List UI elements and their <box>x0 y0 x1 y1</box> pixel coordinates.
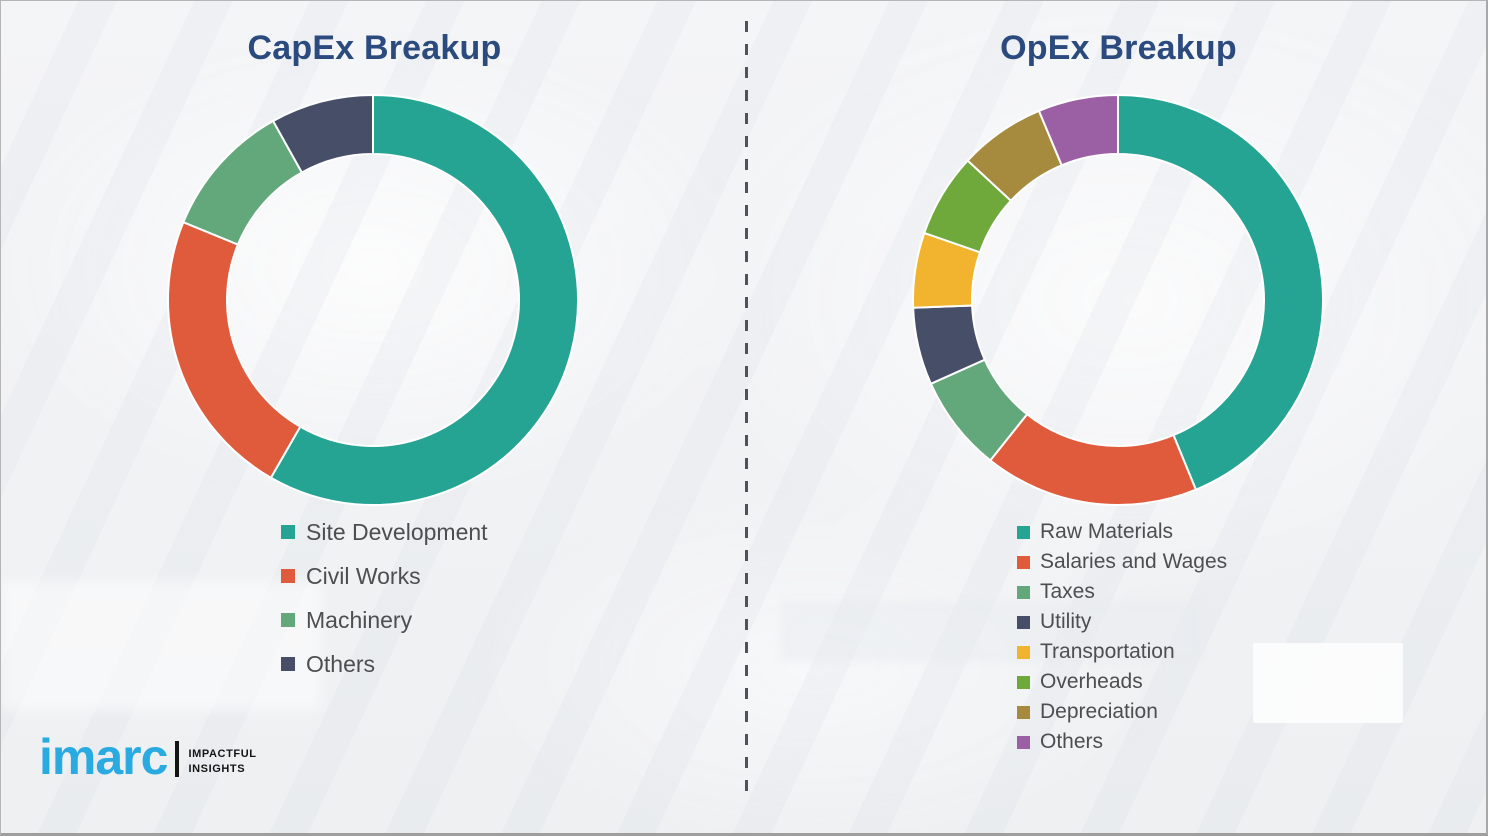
legend-marker <box>281 657 295 671</box>
legend-label: Others <box>306 650 376 677</box>
legend-marker <box>1017 675 1030 689</box>
logo-tagline-line1: IMPACTFUL <box>188 748 257 761</box>
legend-label: Salaries and Wages <box>1040 550 1228 573</box>
legend-marker <box>1017 585 1030 599</box>
donut-segment-others <box>271 93 374 174</box>
opex-title: OpEx Breakup <box>1000 29 1237 67</box>
legend-label: Site Development <box>306 518 488 545</box>
donut-segment-others <box>1037 93 1119 167</box>
capex-donut-chart <box>167 93 579 506</box>
legend-item-raw-materials: Raw Materials <box>1017 517 1227 547</box>
opex-legend: Raw Materials Salaries and Wages Taxes Util… <box>1017 517 1227 757</box>
dashed-divider-line <box>745 21 748 793</box>
legend-item-others: Others <box>1017 727 1227 757</box>
capex-legend: Site Development Civil Works Machinery Othe… <box>281 510 488 686</box>
logo-separator-bar <box>175 741 180 777</box>
legend-label: Transportation <box>1040 640 1175 663</box>
legend-marker <box>281 569 295 583</box>
opex-panel: OpEx Breakup Raw Materials Salaries and W… <box>748 1 1486 833</box>
imarc-logo: imarc IMPACTFUL INSIGHTS <box>39 729 257 785</box>
legend-label: Civil Works <box>306 562 421 589</box>
legend-item-utility: Utility <box>1017 607 1227 637</box>
donut-segment-civil-works <box>167 220 302 480</box>
legend-item-overheads: Overheads <box>1017 667 1227 697</box>
background-patch <box>1 581 321 711</box>
legend-marker <box>1017 735 1030 749</box>
capex-panel: CapEx Breakup Site Development Civil Work… <box>1 1 748 833</box>
logo-tagline-line2: INSIGHTS <box>188 762 246 775</box>
legend-marker <box>1017 525 1030 539</box>
background-patch <box>781 601 1201 661</box>
legend-marker <box>1017 645 1030 659</box>
legend-marker <box>1017 555 1030 569</box>
opex-donut-chart <box>912 93 1324 506</box>
logo-tagline: IMPACTFUL INSIGHTS <box>188 747 256 776</box>
background-patch <box>1253 643 1403 723</box>
legend-label: Others <box>1040 730 1104 753</box>
legend-item-transportation: Transportation <box>1017 637 1227 667</box>
legend-marker <box>281 613 295 627</box>
legend-label: Taxes <box>1040 580 1095 603</box>
capex-title: CapEx Breakup <box>247 29 502 67</box>
legend-label: Utility <box>1040 610 1092 633</box>
donut-segment-site-development <box>269 93 579 506</box>
legend-item-depreciation: Depreciation <box>1017 697 1227 727</box>
donut-segment-salaries-and-wages <box>988 412 1198 506</box>
donut-segment-raw-materials <box>1117 93 1324 491</box>
legend-label: Raw Materials <box>1040 520 1174 543</box>
legend-marker <box>281 525 295 539</box>
legend-item-others: Others <box>281 642 488 686</box>
legend-item-civil-works: Civil Works <box>281 554 488 598</box>
legend-item-machinery: Machinery <box>281 598 488 642</box>
legend-marker <box>1017 615 1030 629</box>
legend-label: Depreciation <box>1040 700 1158 723</box>
imarc-wordmark: imarc <box>39 729 168 785</box>
legend-item-salaries-and-wages: Salaries and Wages <box>1017 547 1227 577</box>
legend-label: Machinery <box>306 606 413 633</box>
legend-item-taxes: Taxes <box>1017 577 1227 607</box>
legend-label: Overheads <box>1040 670 1143 693</box>
legend-item-site-development: Site Development <box>281 510 488 554</box>
legend-marker <box>1017 705 1030 719</box>
